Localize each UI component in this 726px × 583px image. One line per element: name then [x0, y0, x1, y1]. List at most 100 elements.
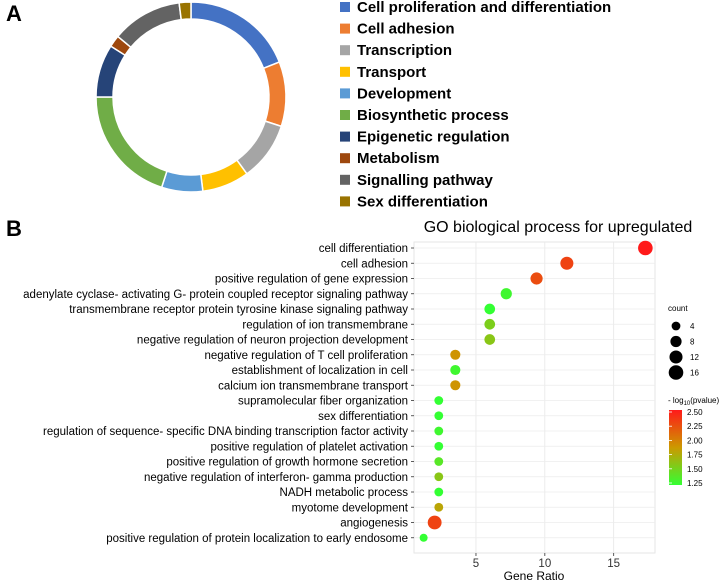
legend-label-cell-adhesion: Cell adhesion — [357, 21, 455, 38]
x-tick-label-15: 15 — [607, 558, 620, 570]
term-label-negative-regulation-of-t-cell-proliferation: negative regulation of T cell proliferat… — [204, 350, 408, 362]
point-positive-regulation-of-platelet-activation — [434, 441, 444, 451]
slice-development — [160, 170, 204, 193]
point-regulation-of-ion-transmembrane — [484, 318, 496, 330]
legend-label-development: Development — [357, 85, 451, 102]
slice-transport — [199, 159, 248, 193]
legend-label-epigenetic-regulation: Epigenetic regulation — [357, 129, 510, 146]
colorbar-label-1.75: 1.75 — [687, 451, 703, 460]
chart-title: GO biological process for upregulated — [424, 219, 693, 236]
count-legend-dot-12 — [669, 350, 683, 364]
colorbar-label-1.25: 1.25 — [687, 479, 703, 488]
term-label-calcium-ion-transmembrane-transport: calcium ion transmembrane transport — [218, 380, 409, 392]
point-cell-adhesion — [560, 256, 574, 270]
term-label-negative-regulation-of-neuron-projection-development: negative regulation of neuron projection… — [137, 335, 409, 347]
term-label-supramolecular-fiber-organization: supramolecular fiber organization — [238, 396, 408, 408]
term-label-positive-regulation-of-platelet-activation: positive regulation of platelet activati… — [210, 441, 408, 453]
donut-legend: Cell proliferation and differentiation Ce… — [340, 0, 611, 210]
point-negative-regulation-of-interferon-gamma-production — [434, 472, 444, 482]
point-establishment-of-localization-in-cell — [450, 364, 461, 376]
slice-biosynthetic-process — [95, 96, 168, 189]
colorbar-label-2.25: 2.25 — [687, 422, 703, 431]
term-label-nadh-metabolic-process: NADH metabolic process — [280, 487, 409, 499]
legend-label-signalling-pathway: Signalling pathway — [357, 172, 494, 189]
term-label-cell-differentiation: cell differentiation — [319, 243, 408, 255]
count-legend-title: count — [668, 304, 688, 313]
legend-swatch-cell-proliferation-and-differentiation — [340, 2, 350, 12]
plot-grid — [414, 242, 655, 553]
count-legend-dot-4 — [671, 321, 681, 331]
term-label-angiogenesis: angiogenesis — [340, 518, 408, 530]
point-transmembrane-receptor-protein-tyrosine-kinase-signaling-pathway — [484, 303, 496, 315]
term-label-negative-regulation-of-interferon-gamma-production: negative regulation of interferon- gamma… — [144, 472, 408, 484]
count-legend-dot-8 — [670, 335, 682, 348]
count-legend-label-16: 16 — [690, 369, 699, 378]
term-label-regulation-of-sequence-specific-dna-binding-transcription-factor-activity: regulation of sequence- specific DNA bin… — [43, 426, 408, 438]
legend-label-transport: Transport — [357, 64, 426, 81]
point-negative-regulation-of-t-cell-proliferation — [450, 349, 461, 360]
slice-cell-adhesion — [262, 61, 287, 128]
point-cell-differentiation — [638, 240, 653, 256]
panel-a-label: A — [6, 1, 22, 26]
legend-label-cell-proliferation-and-differentiation: Cell proliferation and differentiation — [357, 0, 611, 16]
legend-swatch-signalling-pathway — [340, 174, 350, 185]
slice-epigenetic-regulation — [95, 45, 127, 98]
legend-swatch-cell-adhesion — [340, 23, 350, 34]
slice-cell-proliferation-and-differentiation — [190, 1, 281, 70]
legend-swatch-sex-differentiation — [340, 196, 350, 207]
term-label-positive-regulation-of-growth-hormone-secretion: positive regulation of growth hormone se… — [166, 457, 408, 469]
legend-label-transcription: Transcription — [357, 42, 452, 59]
point-regulation-of-sequence-specific-dna-binding-transcription-factor-activity — [434, 426, 444, 436]
slice-sex-differentiation — [178, 1, 192, 21]
term-label-sex-differentiation: sex differentiation — [318, 411, 408, 423]
term-label-cell-adhesion: cell adhesion — [341, 258, 408, 270]
slice-signalling-pathway — [116, 1, 183, 49]
x-tick-label-5: 5 — [473, 558, 479, 570]
point-myotome-development — [434, 502, 444, 512]
legend-swatch-epigenetic-regulation — [340, 131, 350, 142]
colorbar-label-2.00: 2.00 — [687, 436, 703, 445]
x-tick-label-10: 10 — [538, 558, 551, 570]
slice-transcription — [235, 120, 283, 175]
donut-chart — [95, 1, 287, 193]
term-label-positive-regulation-of-protein-localization-to-early-endosome: positive regulation of protein localizat… — [106, 533, 408, 545]
term-label-transmembrane-receptor-protein-tyrosine-kinase-signaling-pathway: transmembrane receptor protein tyrosine … — [69, 304, 408, 316]
count-legend-dot-16 — [668, 365, 684, 380]
count-legend-label-8: 8 — [690, 338, 695, 347]
point-nadh-metabolic-process — [434, 487, 444, 497]
count-legend-label-12: 12 — [690, 353, 699, 362]
point-positive-regulation-of-gene-expression — [530, 272, 543, 285]
term-label-positive-regulation-of-gene-expression: positive regulation of gene expression — [215, 274, 408, 286]
point-positive-regulation-of-growth-hormone-secretion — [434, 457, 444, 466]
legend-swatch-transcription — [340, 45, 350, 56]
point-positive-regulation-of-protein-localization-to-early-endosome — [419, 533, 428, 542]
point-adenylate-cyclase-activating-g-protein-coupled-receptor-signaling-pathway — [500, 288, 512, 300]
pvalue-colorbar — [669, 410, 682, 485]
point-sex-differentiation — [434, 411, 444, 421]
x-axis-title: Gene Ratio — [504, 569, 565, 583]
count-legend-label-4: 4 — [690, 322, 695, 331]
x-axis-ticks: 5 10 15 — [473, 553, 620, 570]
legend-swatch-development — [340, 88, 350, 99]
term-label-adenylate-cyclase-activating-g-protein-coupled-receptor-signaling-pathway: adenylate cyclase- activating G- protein… — [23, 289, 408, 301]
legend-label-biosynthetic-process: Biosynthetic process — [357, 107, 509, 124]
panel-b-label: B — [6, 216, 22, 241]
colorbar-label-2.50: 2.50 — [687, 408, 703, 417]
point-negative-regulation-of-neuron-projection-development — [484, 334, 496, 345]
data-points — [419, 240, 653, 542]
point-angiogenesis — [427, 515, 442, 530]
legend-swatch-transport — [340, 66, 350, 77]
legend-label-metabolism: Metabolism — [357, 150, 440, 167]
point-supramolecular-fiber-organization — [434, 396, 444, 405]
term-label-establishment-of-localization-in-cell: establishment of localization in cell — [232, 365, 408, 377]
point-calcium-ion-transmembrane-transport — [450, 380, 461, 391]
pvalue-legend-title: - log10(pvalue) — [668, 396, 719, 407]
term-label-myotome-development: myotome development — [292, 502, 409, 514]
term-labels: cell differentiation cell adhesion positiv… — [23, 243, 414, 545]
legend-label-sex-differentiation: Sex differentiation — [357, 193, 488, 210]
pvalue-legend: - log10(pvalue)2.50 2.25 2.00 1.75 1.50 1.25 — [668, 396, 719, 488]
legend-swatch-metabolism — [340, 153, 350, 164]
colorbar-label-1.50: 1.50 — [687, 465, 703, 474]
